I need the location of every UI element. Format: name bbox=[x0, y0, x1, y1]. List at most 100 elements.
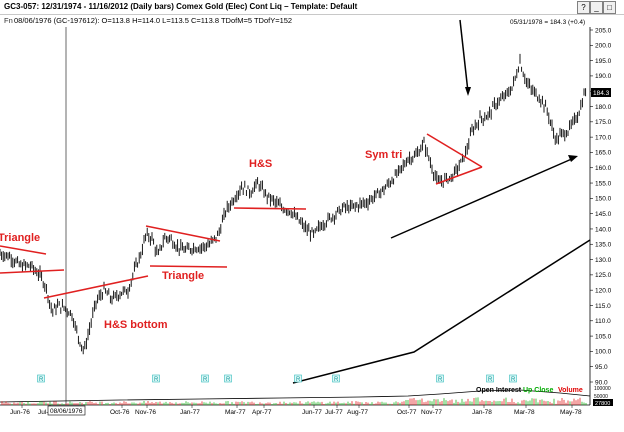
annotation-sym-tri: Sym tri bbox=[365, 149, 402, 161]
trend-arrow bbox=[292, 239, 591, 384]
r-marker-box bbox=[201, 374, 209, 383]
pattern-line bbox=[0, 245, 47, 255]
r-marker: R bbox=[152, 374, 160, 383]
r-marker: R bbox=[294, 374, 302, 383]
pattern-line bbox=[0, 269, 65, 274]
r-marker-box bbox=[37, 374, 45, 383]
pattern-line bbox=[233, 207, 307, 210]
legend-open-interest: Open Interest bbox=[476, 387, 522, 394]
y-tick-label: 130.0 bbox=[595, 257, 612, 264]
y-tick-label: 140.0 bbox=[595, 226, 612, 233]
r-marker: R bbox=[486, 374, 494, 383]
fn-label: Fn bbox=[4, 16, 13, 25]
x-tick-label: Oct-77 bbox=[397, 409, 417, 416]
x-tick-label: Jul- bbox=[38, 409, 48, 416]
y-tick-label: 95.0 bbox=[595, 364, 608, 371]
annotation-triangle-mid: Triangle bbox=[162, 270, 204, 282]
x-tick-label: Jan-78 bbox=[472, 409, 492, 416]
x-axis-labels: Jun-76 Jul- Oct-76 Nov-76 Jan-77 Mar-77 Apr-77… bbox=[10, 405, 582, 416]
y-tick-label: 205.0 bbox=[595, 27, 612, 34]
cursor-date-box bbox=[47, 405, 86, 416]
legend-up-close: Up Close bbox=[523, 387, 553, 394]
annotation-hs-bottom: H&S bottom bbox=[104, 319, 168, 331]
x-tick-label: Mar-77 bbox=[225, 409, 246, 416]
trend-arrow bbox=[390, 157, 575, 239]
x-tick-label: Nov-76 bbox=[135, 409, 156, 416]
x-tick-label: Jan-77 bbox=[180, 409, 200, 416]
bar-info-text: 08/06/1976 (GC-197612): O=113.8 H=114.0 … bbox=[14, 16, 293, 25]
y-tick-label: 155.0 bbox=[595, 180, 612, 187]
y-tick-label: 145.0 bbox=[595, 211, 612, 218]
r-marker-box bbox=[332, 374, 340, 383]
help-button[interactable]: ? bbox=[577, 1, 590, 14]
x-tick-label: May-78 bbox=[560, 409, 582, 416]
r-marker-box bbox=[486, 374, 494, 383]
price-bars bbox=[0, 53, 587, 355]
window-title: GC3-057: 12/31/1974 - 11/16/2012 (Daily … bbox=[4, 2, 358, 11]
trend-lines bbox=[0, 19, 591, 384]
r-marker-glyph: R bbox=[226, 377, 231, 383]
y-tick-label: 170.0 bbox=[595, 134, 612, 141]
y-tick-label: 195.0 bbox=[595, 58, 612, 65]
x-tick-label: Jun-76 bbox=[10, 409, 30, 416]
indicator-panel bbox=[0, 389, 591, 405]
r-marker-glyph: R bbox=[511, 377, 516, 383]
y-tick-label: 105.0 bbox=[595, 333, 612, 340]
pattern-line bbox=[145, 225, 221, 242]
r-marker-glyph: R bbox=[39, 377, 44, 383]
annotation-hs: H&S bbox=[249, 158, 272, 170]
y-tick-label: 180.0 bbox=[595, 104, 612, 111]
r-marker: R bbox=[509, 374, 517, 383]
r-marker: R bbox=[332, 374, 340, 383]
maximize-button[interactable]: □ bbox=[603, 1, 616, 14]
r-marker: R bbox=[201, 374, 209, 383]
pattern-line bbox=[149, 265, 228, 268]
r-marker-glyph: R bbox=[488, 377, 493, 383]
annotation-triangle-left: Triangle bbox=[0, 232, 40, 244]
y-tick-label: 150.0 bbox=[595, 196, 612, 203]
y-tick-label: 190.0 bbox=[595, 73, 612, 80]
y-tick-label: 120.0 bbox=[595, 287, 612, 294]
open-interest-line bbox=[0, 389, 591, 403]
r-marker-box bbox=[436, 374, 444, 383]
y-tick-label: 165.0 bbox=[595, 150, 612, 157]
price-badge: 184.3 bbox=[593, 90, 610, 97]
pattern-line bbox=[426, 133, 483, 168]
x-tick-label: Aug-77 bbox=[347, 409, 368, 416]
volume-label-1: 100000 bbox=[594, 386, 611, 392]
r-marker: R bbox=[37, 374, 45, 383]
y-tick-label: 160.0 bbox=[595, 165, 612, 172]
y-tick-label: 90.0 bbox=[595, 379, 608, 386]
r-marker: R bbox=[224, 374, 232, 383]
y-axis-ticks: 205.0200.0195.0190.0185.0180.0175.0170.0… bbox=[590, 27, 612, 386]
trend-arrow bbox=[459, 19, 469, 93]
price-readout: 05/31/1978 = 184.3 (+0.4) bbox=[510, 19, 585, 26]
x-tick-label: Jul-77 bbox=[325, 409, 343, 416]
r-marker-glyph: R bbox=[438, 377, 443, 383]
r-marker-box bbox=[509, 374, 517, 383]
volume-label-2: 50000 bbox=[594, 394, 608, 400]
info-bar: Fn 08/06/1976 (GC-197612): O=113.8 H=114… bbox=[0, 15, 624, 27]
y-tick-label: 200.0 bbox=[595, 43, 612, 50]
volume-badge-bg bbox=[593, 399, 613, 406]
x-tick-label: Oct-76 bbox=[110, 409, 130, 416]
r-marker-glyph: R bbox=[203, 377, 208, 383]
r-marker-glyph: R bbox=[296, 377, 301, 383]
pattern-line bbox=[43, 275, 149, 299]
r-marker-glyph: R bbox=[154, 377, 159, 383]
r-marker-box bbox=[294, 374, 302, 383]
title-bar: GC3-057: 12/31/1974 - 11/16/2012 (Daily … bbox=[0, 0, 624, 15]
r-marker-box bbox=[224, 374, 232, 383]
legend-volume: Volume bbox=[558, 387, 583, 394]
x-tick-label: Nov-77 bbox=[421, 409, 442, 416]
y-tick-label: 110.0 bbox=[595, 318, 611, 325]
y-tick-label: 115.0 bbox=[595, 303, 611, 310]
r-marker: R bbox=[436, 374, 444, 383]
y-tick-label: 135.0 bbox=[595, 242, 612, 249]
price-badge-bg bbox=[591, 88, 611, 97]
x-tick-label: Jun-77 bbox=[302, 409, 322, 416]
minimize-button[interactable]: _ bbox=[590, 1, 603, 14]
